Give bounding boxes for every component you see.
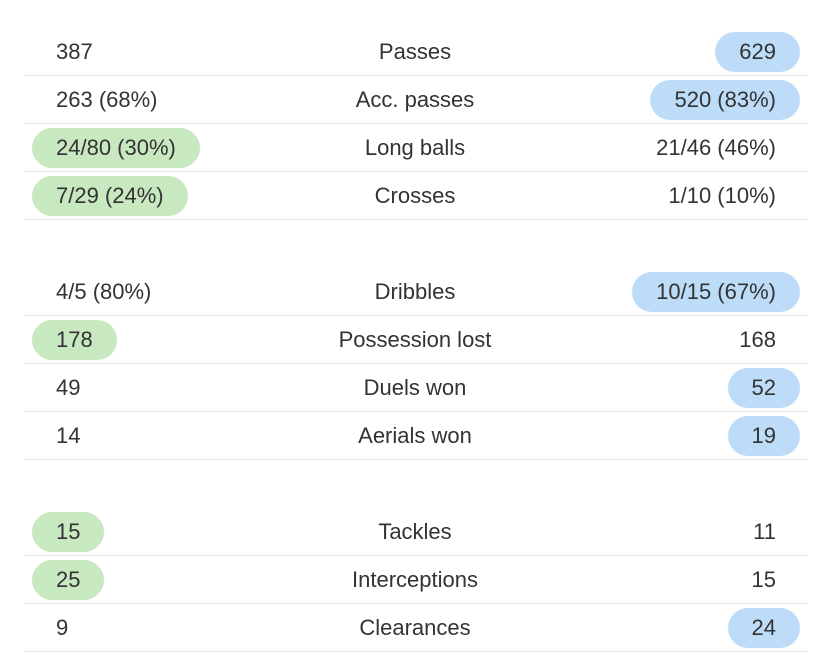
stat-label: Duels won: [363, 375, 467, 400]
right-value: 19: [727, 416, 800, 456]
stat-label: Acc. passes: [355, 87, 475, 112]
stat-row: 14 19 Aerials won: [24, 412, 808, 460]
stat-row: 9 24 Clearances: [24, 604, 808, 652]
stat-label: Crosses: [374, 183, 456, 208]
stat-label: Possession lost: [338, 327, 492, 352]
stat-label: Aerials won: [358, 423, 472, 448]
stat-row: 15 11 Tackles: [24, 508, 808, 556]
stat-label: Clearances: [359, 615, 471, 640]
right-value: 15: [751, 567, 776, 592]
stat-row: 387 629 Passes: [24, 28, 808, 76]
right-value: 52: [727, 368, 800, 408]
stat-label: Interceptions: [352, 567, 478, 592]
stat-row: 7/29 (24%) 1/10 (10%) Crosses: [24, 172, 808, 220]
left-value: 263 (68%): [56, 87, 158, 112]
stat-row: 178 168 Possession lost: [24, 316, 808, 364]
right-value: 11: [753, 519, 776, 544]
right-value: 1/10 (10%): [668, 183, 776, 208]
stat-row: 25 15 Interceptions: [24, 556, 808, 604]
right-value: 24: [727, 608, 800, 648]
left-value: 4/5 (80%): [56, 279, 152, 304]
left-value: 25: [32, 560, 105, 600]
left-value: 7/29 (24%): [32, 176, 188, 216]
stat-row: 263 (68%) 520 (83%) Acc. passes: [24, 76, 808, 124]
left-value: 14: [56, 423, 81, 448]
stat-label: Dribbles: [374, 279, 456, 304]
right-value: 168: [739, 327, 776, 352]
left-value: 15: [32, 512, 105, 552]
stat-row: 24/80 (30%) 21/46 (46%) Long balls: [24, 124, 808, 172]
left-value: 178: [32, 320, 117, 360]
left-value: 49: [56, 375, 81, 400]
stat-label: Tackles: [378, 519, 452, 544]
stat-label: Passes: [378, 39, 452, 64]
right-value: 10/15 (67%): [632, 272, 800, 312]
right-value: 520 (83%): [650, 80, 800, 120]
stat-label: Long balls: [364, 135, 466, 160]
left-value: 387: [56, 39, 93, 64]
stat-row: 4/5 (80%) 10/15 (67%) Dribbles: [24, 268, 808, 316]
right-value: 21/46 (46%): [656, 135, 776, 160]
stat-row: 49 52 Duels won: [24, 364, 808, 412]
right-value: 629: [715, 32, 800, 72]
left-value: 24/80 (30%): [32, 128, 200, 168]
left-value: 9: [56, 615, 69, 640]
